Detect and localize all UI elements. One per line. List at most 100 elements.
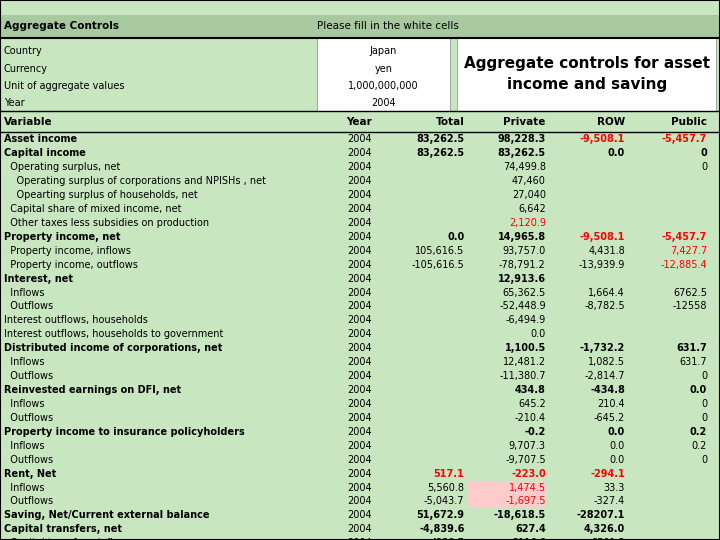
Text: 2004: 2004 [347,413,372,423]
Text: Outflows: Outflows [4,301,53,312]
Text: 2004: 2004 [347,315,372,326]
Text: 2004: 2004 [347,371,372,381]
Text: Asset income: Asset income [4,134,77,144]
Text: Japan: Japan [369,46,397,56]
Text: Opearting surplus of households, net: Opearting surplus of households, net [4,190,197,200]
Text: 2004: 2004 [371,98,396,108]
Text: 33.3: 33.3 [603,483,625,492]
Text: 0.2: 0.2 [690,427,707,437]
Text: 2004: 2004 [347,343,372,353]
Text: 98,228.3: 98,228.3 [498,134,546,144]
FancyBboxPatch shape [468,481,546,495]
Text: 27,040: 27,040 [512,190,546,200]
Text: Operating surplus, net: Operating surplus, net [4,162,120,172]
Text: yen: yen [374,64,392,73]
Text: Capital income: Capital income [4,148,86,158]
Text: Currency: Currency [4,64,48,73]
Text: -9,508.1: -9,508.1 [580,134,625,144]
Text: Inflows: Inflows [4,399,44,409]
Text: Please fill in the white cells: Please fill in the white cells [317,22,459,31]
Text: -434.8: -434.8 [590,385,625,395]
Text: -210.4: -210.4 [515,413,546,423]
Text: 12,481.2: 12,481.2 [503,357,546,367]
Text: -4,839.6: -4,839.6 [419,524,464,535]
Text: -0.2: -0.2 [524,427,546,437]
Text: 0.0: 0.0 [610,455,625,465]
Text: -8,782.5: -8,782.5 [585,301,625,312]
Text: 2004: 2004 [347,524,372,535]
Text: 2004: 2004 [347,301,372,312]
Text: -5,457.7: -5,457.7 [662,134,707,144]
Text: 0.0: 0.0 [447,232,464,242]
Text: 74,499.8: 74,499.8 [503,162,546,172]
Text: Aggregate Controls: Aggregate Controls [4,22,119,31]
Text: 0.0: 0.0 [608,148,625,158]
Text: Variable: Variable [4,117,53,126]
Text: 434.8: 434.8 [515,385,546,395]
Text: 2004: 2004 [347,483,372,492]
Text: 0: 0 [701,413,707,423]
Text: -28207.1: -28207.1 [577,510,625,521]
Text: -6,494.9: -6,494.9 [505,315,546,326]
Text: 1,664.4: 1,664.4 [588,287,625,298]
Text: 631.7: 631.7 [680,357,707,367]
Text: 2004: 2004 [347,399,372,409]
Text: 1,082.5: 1,082.5 [588,357,625,367]
Text: 93,757.0: 93,757.0 [503,246,546,256]
Text: -11,380.7: -11,380.7 [499,371,546,381]
Text: -105,616.5: -105,616.5 [412,260,464,269]
Text: -645.2: -645.2 [594,413,625,423]
Text: 7,427.7: 7,427.7 [670,246,707,256]
Text: 2004: 2004 [347,329,372,339]
Text: 4,326.0: 4,326.0 [584,524,625,535]
Text: Outflows: Outflows [4,496,53,507]
Text: 2004: 2004 [347,218,372,228]
Text: 4,431.8: 4,431.8 [588,246,625,256]
Text: 2004: 2004 [347,510,372,521]
Text: 9,707.3: 9,707.3 [509,441,546,451]
Text: 0: 0 [701,371,707,381]
Text: 0.0: 0.0 [610,441,625,451]
Text: 0: 0 [701,455,707,465]
Text: 2004: 2004 [347,455,372,465]
Text: 2004: 2004 [347,232,372,242]
Text: Private: Private [503,117,546,126]
Text: Property income to insurance policyholders: Property income to insurance policyholde… [4,427,244,437]
Text: Inflows: Inflows [4,357,44,367]
Text: 2004: 2004 [347,190,372,200]
FancyBboxPatch shape [457,38,716,111]
Text: 0.2: 0.2 [692,441,707,451]
Text: Interest outflows, households: Interest outflows, households [4,315,148,326]
Text: Other taxes less subsidies on production: Other taxes less subsidies on production [4,218,209,228]
Text: Reinvested earnings on DFI, net: Reinvested earnings on DFI, net [4,385,181,395]
Text: 2004: 2004 [347,274,372,284]
Text: -1,697.5: -1,697.5 [505,496,546,507]
Text: 6762.5: 6762.5 [673,287,707,298]
Text: 0: 0 [701,148,707,158]
Text: 210.4: 210.4 [598,399,625,409]
Text: -9,508.1: -9,508.1 [580,232,625,242]
Text: -9,707.5: -9,707.5 [505,455,546,465]
Text: -327.4: -327.4 [594,496,625,507]
Text: 83,262.5: 83,262.5 [416,134,464,144]
Text: Aggregate controls for asset
income and saving: Aggregate controls for asset income and … [464,56,710,92]
Text: 1,474.5: 1,474.5 [509,483,546,492]
Text: 2004: 2004 [347,357,372,367]
Text: 0: 0 [701,162,707,172]
Text: 5,560.8: 5,560.8 [428,483,464,492]
Text: -18,618.5: -18,618.5 [493,510,546,521]
Text: Year: Year [4,98,24,108]
Text: Inflows: Inflows [4,287,44,298]
Text: 2116.6: 2116.6 [512,538,546,540]
FancyBboxPatch shape [317,38,450,111]
Text: Outflows: Outflows [4,371,53,381]
Text: -5,043.7: -5,043.7 [424,496,464,507]
Text: 1,100.5: 1,100.5 [505,343,546,353]
Text: 627.4: 627.4 [515,524,546,535]
Text: 2004: 2004 [347,134,372,144]
Text: -223.0: -223.0 [511,469,546,478]
Text: Interest outflows, households to government: Interest outflows, households to governm… [4,329,223,339]
Text: -12,885.4: -12,885.4 [660,260,707,269]
Text: Rent, Net: Rent, Net [4,469,56,478]
Text: Property income, outflows: Property income, outflows [4,260,138,269]
